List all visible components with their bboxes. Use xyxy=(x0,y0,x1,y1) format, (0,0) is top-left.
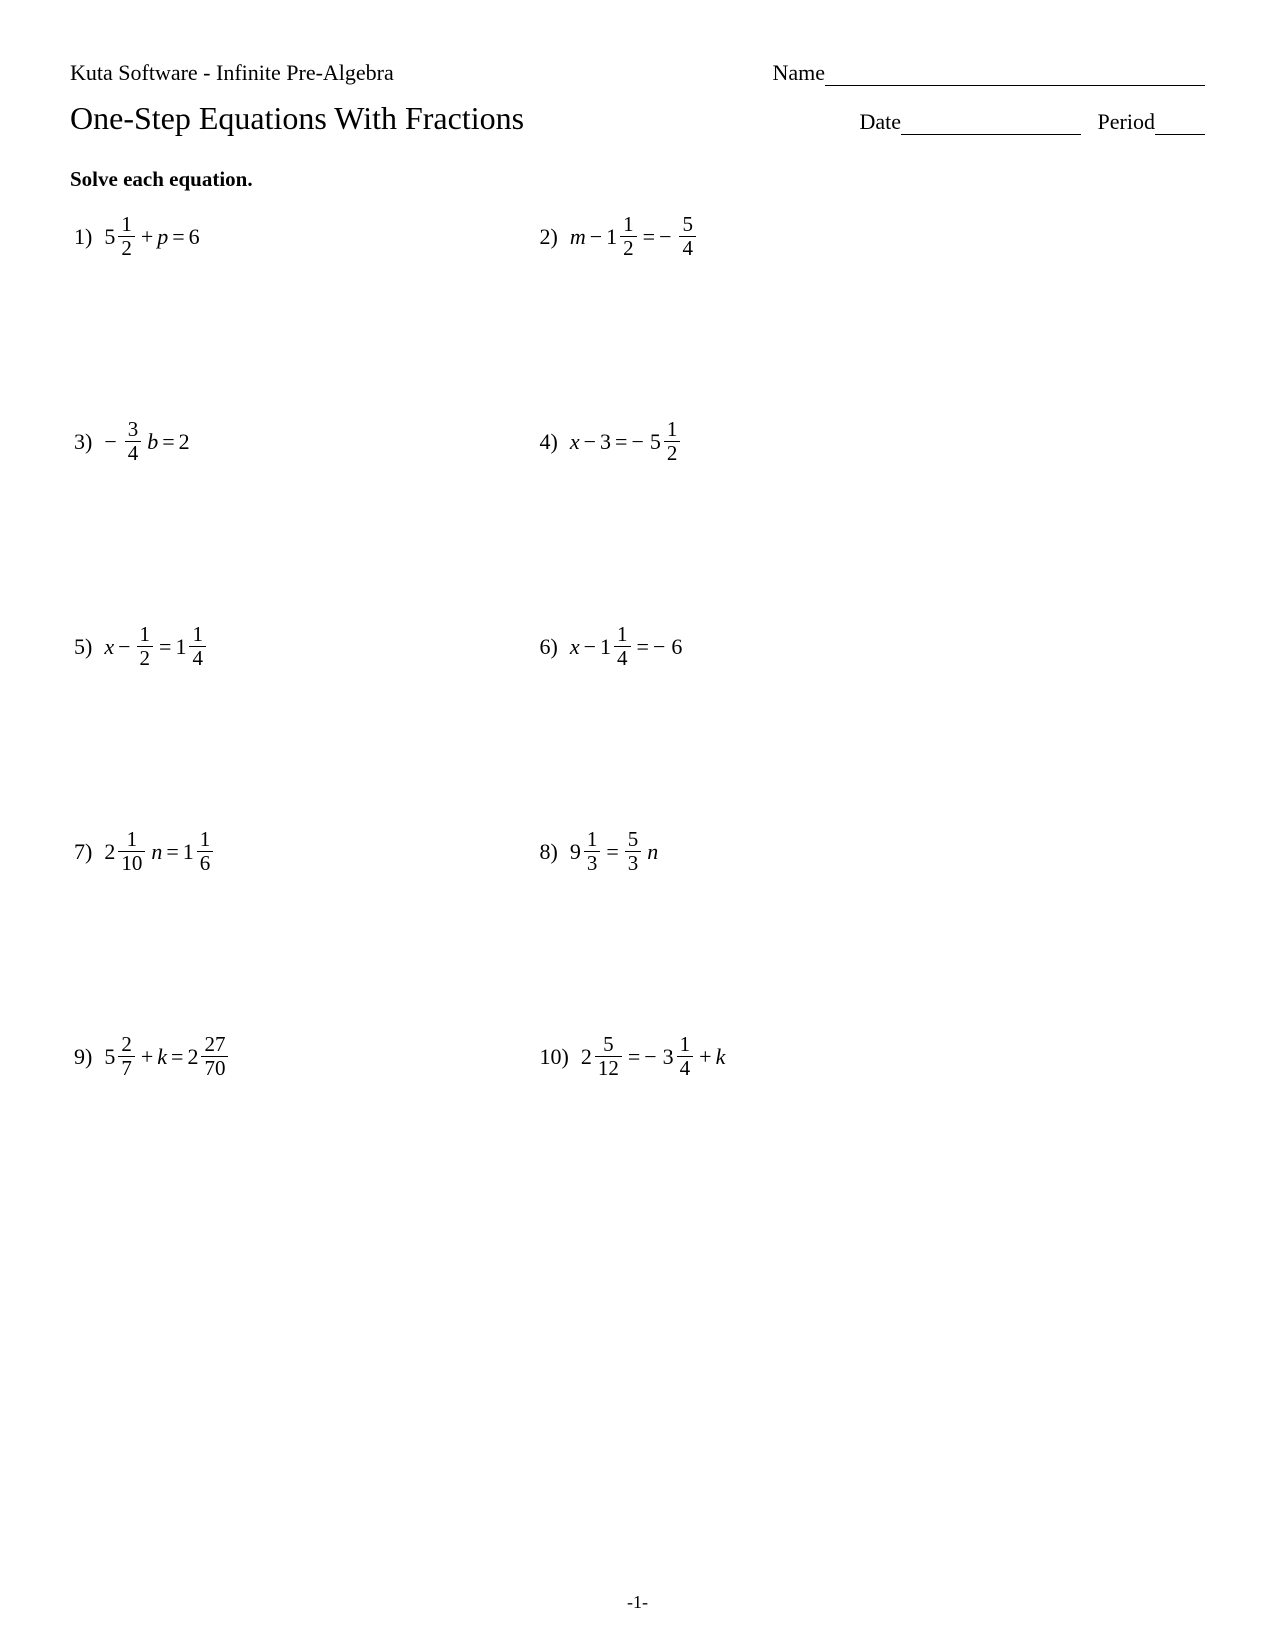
period-label: Period xyxy=(1098,109,1155,134)
date-blank xyxy=(901,112,1081,135)
problem: 7) 2110n = 116 xyxy=(74,829,540,874)
variable: x xyxy=(104,634,114,660)
fraction: 54 xyxy=(679,214,696,259)
operator: = xyxy=(159,634,171,660)
variable: m xyxy=(570,224,586,250)
problem: 8) 913 = 53n xyxy=(540,829,1006,874)
number: 3 xyxy=(600,429,611,455)
mixed-number: 116 xyxy=(183,829,216,874)
worksheet-title: One-Step Equations With Fractions xyxy=(70,100,524,137)
period-blank xyxy=(1155,112,1205,135)
fraction: 12 xyxy=(137,624,154,669)
operator: = xyxy=(615,429,627,455)
operator: + xyxy=(141,224,153,250)
equation: −34b = 2 xyxy=(104,419,189,464)
mixed-number: 512 xyxy=(650,419,683,464)
fraction: 53 xyxy=(625,829,642,874)
variable: p xyxy=(157,224,168,250)
title-row: One-Step Equations With Fractions Date P… xyxy=(70,100,1205,137)
page-footer: -1- xyxy=(0,1592,1275,1613)
mixed-number: 22770 xyxy=(187,1034,230,1079)
variable: n xyxy=(151,839,162,865)
name-field: Name xyxy=(772,60,1205,86)
operator: = xyxy=(643,224,655,250)
equation: x − 114 = −6 xyxy=(570,624,683,669)
problem-number: 2) xyxy=(540,224,558,250)
operator: = xyxy=(172,224,184,250)
problem: 2)m − 112 = −54 xyxy=(540,214,1006,259)
equation: 512 + p = 6 xyxy=(104,214,199,259)
problem: 4)x − 3 = −512 xyxy=(540,419,1006,464)
negative-sign: − xyxy=(104,429,116,455)
date-label: Date xyxy=(860,109,902,134)
operator: + xyxy=(699,1044,711,1070)
mixed-number: 2110 xyxy=(104,829,147,874)
equation: m − 112 = −54 xyxy=(570,214,698,259)
problem: 10) 2512 = −314 + k xyxy=(540,1034,1006,1079)
problem: 5) x − 12 = 114 xyxy=(74,624,540,669)
operator: = xyxy=(637,634,649,660)
header-row: Kuta Software - Infinite Pre-Algebra Nam… xyxy=(70,60,1205,86)
mixed-number: 112 xyxy=(606,214,639,259)
variable: n xyxy=(647,839,658,865)
mixed-number: 512 xyxy=(104,214,137,259)
mixed-number: 913 xyxy=(570,829,603,874)
operator: = xyxy=(628,1044,640,1070)
operator: − xyxy=(584,429,596,455)
negative-sign: − xyxy=(653,634,665,660)
instruction: Solve each equation. xyxy=(70,167,1205,192)
fraction: 34 xyxy=(125,419,142,464)
date-period: Date Period xyxy=(860,109,1205,135)
variable: b xyxy=(147,429,158,455)
operator: − xyxy=(590,224,602,250)
problem: 6)x − 114 = −6 xyxy=(540,624,1006,669)
problem-number: 9) xyxy=(74,1044,92,1070)
equation: 913 = 53n xyxy=(570,829,658,874)
problem-number: 1) xyxy=(74,224,92,250)
problems-grid: 1)512 + p = 62)m − 112 = −543)−34b = 24)… xyxy=(70,214,1205,1079)
variable: x xyxy=(570,429,580,455)
name-blank xyxy=(825,62,1205,86)
mixed-number: 527 xyxy=(104,1034,137,1079)
problem-number: 8) xyxy=(540,839,558,865)
equation: 2512 = −314 + k xyxy=(581,1034,726,1079)
operator: = xyxy=(162,429,174,455)
operator: − xyxy=(118,634,130,660)
operator: = xyxy=(606,839,618,865)
software-label: Kuta Software - Infinite Pre-Algebra xyxy=(70,60,394,86)
operator: + xyxy=(141,1044,153,1070)
number: 6 xyxy=(189,224,200,250)
problem: 3)−34b = 2 xyxy=(74,419,540,464)
problem-number: 7) xyxy=(74,839,92,865)
negative-sign: − xyxy=(631,429,643,455)
mixed-number: 314 xyxy=(663,1034,696,1079)
variable: k xyxy=(157,1044,167,1070)
variable: k xyxy=(716,1044,726,1070)
mixed-number: 114 xyxy=(175,624,208,669)
equation: 2110n = 116 xyxy=(104,829,215,874)
operator: = xyxy=(166,839,178,865)
operator: = xyxy=(171,1044,183,1070)
problem-number: 4) xyxy=(540,429,558,455)
number: 2 xyxy=(179,429,190,455)
mixed-number: 2512 xyxy=(581,1034,624,1079)
name-label: Name xyxy=(772,60,825,85)
mixed-number: 114 xyxy=(600,624,633,669)
operator: − xyxy=(584,634,596,660)
equation: 527 + k = 22770 xyxy=(104,1034,230,1079)
problem-number: 6) xyxy=(540,634,558,660)
negative-sign: − xyxy=(659,224,671,250)
problem-number: 10) xyxy=(540,1044,569,1070)
problem-number: 5) xyxy=(74,634,92,660)
equation: x − 3 = −512 xyxy=(570,419,683,464)
number: 6 xyxy=(671,634,682,660)
problem: 9) 527 + k = 22770 xyxy=(74,1034,540,1079)
problem-number: 3) xyxy=(74,429,92,455)
problem: 1) 512 + p = 6 xyxy=(74,214,540,259)
equation: x − 12 = 114 xyxy=(104,624,208,669)
negative-sign: − xyxy=(644,1044,656,1070)
variable: x xyxy=(570,634,580,660)
